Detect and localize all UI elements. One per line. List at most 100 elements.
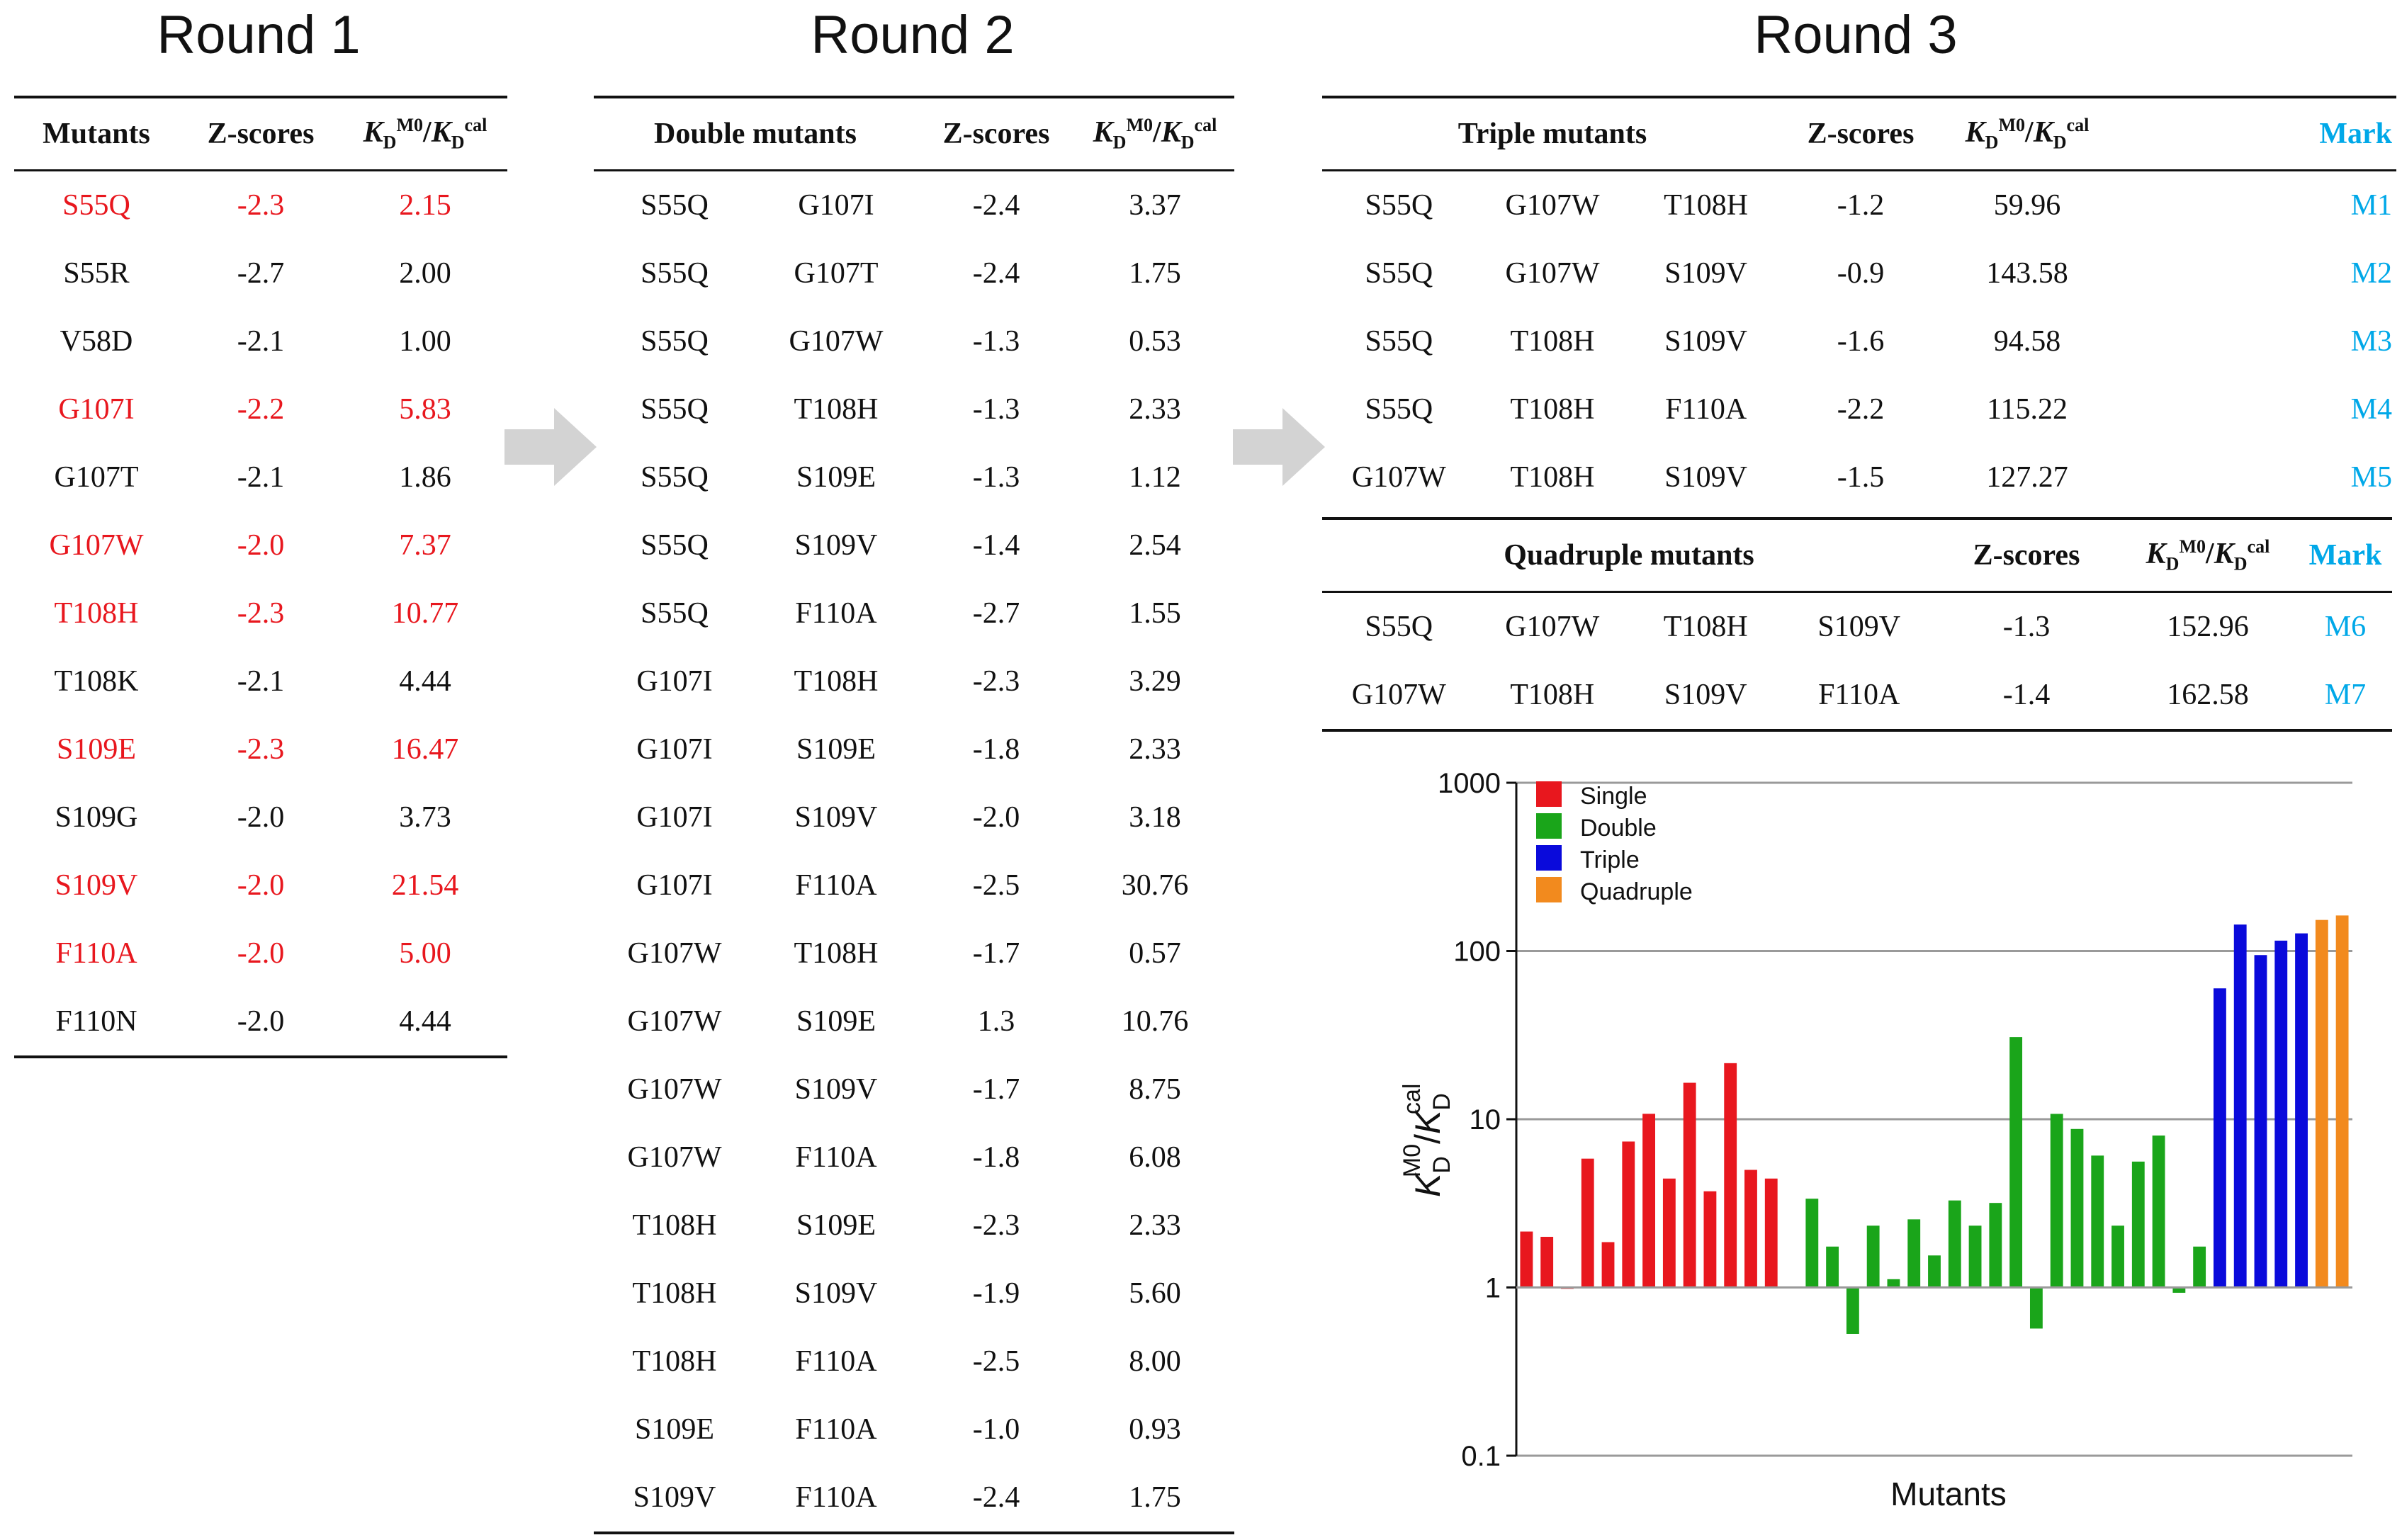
bar-single	[1744, 1170, 1757, 1288]
zscore-cell: 1.3	[977, 1005, 1015, 1038]
mutant-cell: T108H	[1664, 189, 1749, 222]
mutant-cell: F110A	[795, 1141, 877, 1174]
zscore-cell: -2.4	[972, 1481, 1020, 1514]
kd-ratio-bar-chart: 0.1 1 10 100 1000 Single Double Triple Quadruple…	[1399, 768, 2352, 1512]
kd-ratio-cell: 0.53	[1129, 325, 1181, 358]
mutant-cell: G107W	[1351, 679, 1446, 711]
kd-ratio-cell: 1.86	[399, 461, 451, 494]
table-row: T108H -2.3 10.77	[14, 579, 507, 647]
table-row: S55Q -2.3 2.15	[14, 171, 507, 240]
kd-ratio-cell: 2.00	[399, 257, 451, 290]
col-header-mark: Mark	[2116, 97, 2396, 171]
legend-swatch	[1536, 813, 1562, 839]
kd-ratio-cell: 0.93	[1129, 1413, 1181, 1446]
mutant-cell: S109E	[796, 1005, 876, 1038]
mutant-cell: T108H	[632, 1277, 717, 1310]
zscore-cell: -0.9	[1837, 257, 1885, 290]
mutant-cell: F110A	[1665, 393, 1747, 426]
kd-ratio-cell: 1.12	[1129, 461, 1181, 494]
kd-ratio-cell: 2.33	[1129, 1209, 1181, 1242]
mutant-cell: F110A	[795, 597, 877, 630]
kd-ratio-cell: 0.57	[1129, 937, 1181, 970]
bar-quadruple	[2335, 915, 2349, 1288]
round1-table: Mutants Z-scores KDM0/KDcal S55Q -2.3 2.15…	[14, 96, 507, 1058]
table-row: F110N -2.0 4.44	[14, 987, 507, 1057]
mark-cell: M4	[2350, 393, 2392, 426]
bar-triple	[2295, 933, 2308, 1288]
table-row: G107I -2.2 5.83	[14, 375, 507, 443]
mutant-cell: F110A	[795, 1345, 877, 1378]
mutant-cell: T108H	[1510, 679, 1595, 711]
zscore-cell: -2.3	[237, 189, 285, 222]
kd-ratio-cell: 5.83	[399, 393, 451, 426]
mutant-cell: G107W	[789, 325, 884, 358]
zscore-cell: -2.2	[237, 393, 285, 426]
zscore-cell: -1.3	[972, 393, 1020, 426]
zscore-cell: -2.4	[972, 257, 1020, 290]
kd-ratio-cell: 10.77	[391, 597, 459, 630]
bar-single	[1601, 1242, 1615, 1288]
zscore-cell: -1.6	[1837, 325, 1885, 358]
zscore-cell: -2.1	[237, 461, 285, 494]
table-row: G107I T108H -2.3 3.29	[594, 647, 1234, 715]
bar-double	[1907, 1219, 1921, 1288]
table-row: F110A -2.0 5.00	[14, 919, 507, 987]
mutant-cell: G107W	[627, 937, 722, 970]
mutant-cell: T108H	[1510, 325, 1595, 358]
col-header-zscores: Z-scores	[917, 97, 1076, 171]
mutant-cell: S55Q	[1365, 189, 1433, 222]
zscore-cell: -2.0	[237, 869, 285, 902]
mutant-cell: F110A	[795, 1413, 877, 1446]
col-header-zscores: Z-scores	[1936, 519, 2117, 593]
kd-ratio-cell: 5.00	[399, 937, 451, 970]
round3-quadruple-table: Quadruple mutants Z-scores KDM0/KDcal Ma…	[1322, 517, 2392, 732]
kd-ratio-cell: 3.73	[399, 801, 451, 834]
mutant-cell: S109E	[796, 461, 876, 494]
round2-table: Double mutants Z-scores KDM0/KDcal S55Q G…	[594, 96, 1234, 1534]
kd-ratio-cell: 127.27	[1986, 461, 2068, 494]
mutant-cell: T108H	[1663, 611, 1748, 643]
col-header-zscores: Z-scores	[1783, 97, 1939, 171]
zscore-cell: -2.1	[237, 325, 285, 358]
mutant-cell: S55Q	[641, 461, 709, 494]
table-row: S55Q G107I -2.4 3.37	[594, 171, 1234, 240]
mark-cell: M5	[2350, 461, 2392, 494]
table-row: S109E -2.3 16.47	[14, 715, 507, 783]
mutant-cell: T108H	[794, 665, 879, 698]
mutant-cell: G107W	[627, 1141, 722, 1174]
mutant-cell: S55Q	[641, 189, 709, 222]
kd-ratio-cell: 3.29	[1129, 665, 1181, 698]
bar-double	[2009, 1037, 2023, 1288]
bar-single	[1622, 1141, 1635, 1288]
zscore-cell: -2.3	[972, 665, 1020, 698]
mutant-cell: S55Q	[1365, 611, 1433, 643]
bar-triple	[2274, 940, 2288, 1288]
kd-ratio-cell: 2.15	[399, 189, 451, 222]
bar-double	[2050, 1114, 2063, 1288]
zscore-cell: -1.5	[1837, 461, 1885, 494]
mutant-cell: S55Q	[1365, 393, 1433, 426]
bar-single	[1724, 1063, 1737, 1288]
zscore-cell: -2.3	[237, 733, 285, 766]
col-header-mark: Mark	[2299, 519, 2392, 593]
table-row: S55Q S109V -1.4 2.54	[594, 511, 1234, 579]
x-axis-label: Mutants	[1890, 1476, 2007, 1512]
legend-label: Triple	[1580, 847, 1640, 873]
bar-single	[1703, 1191, 1717, 1288]
table-row: S109G -2.0 3.73	[14, 783, 507, 851]
mutant-cell: G107I	[636, 665, 713, 698]
mutant-cell: S109V	[794, 1277, 878, 1310]
mutant-cell: S55Q	[1365, 257, 1433, 290]
mutant-cell: S109V	[633, 1481, 716, 1514]
col-header-kd: KDM0/KDcal	[2117, 519, 2299, 593]
zscore-cell: -2.0	[237, 937, 285, 970]
bar-double	[1968, 1225, 1982, 1288]
zscore-cell: -1.3	[972, 325, 1020, 358]
mutant-cell: S109V	[1664, 461, 1747, 494]
legend-label: Quadruple	[1580, 878, 1693, 905]
kd-ratio-cell: 5.60	[1129, 1277, 1181, 1310]
legend-label: Double	[1580, 815, 1657, 842]
mutant-cell: S55Q	[641, 325, 709, 358]
table-row: G107W T108H S109V F110A -1.4 162.58 M7	[1322, 661, 2392, 730]
zscore-cell: -2.3	[972, 1209, 1020, 1242]
